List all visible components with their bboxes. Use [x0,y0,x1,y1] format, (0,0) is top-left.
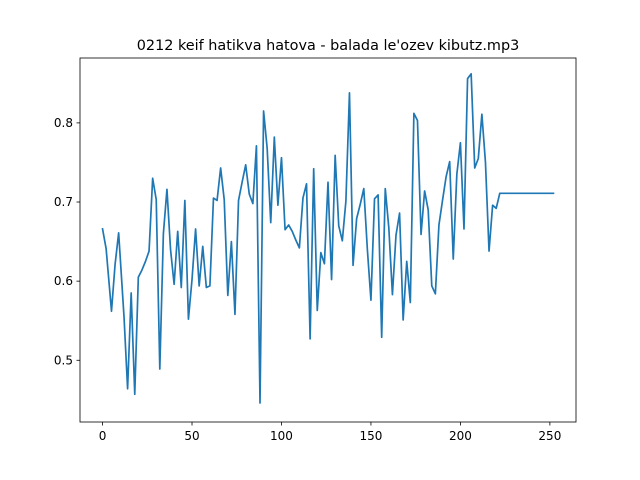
axes-frame [79,57,577,423]
x-tick-label: 200 [449,429,472,443]
y-tick-label: 0.7 [54,195,73,209]
x-axis: 0 50 100 150 200 250 [99,422,561,443]
chart-title: 0212 keif hatikva hatova - balada le'oze… [137,38,519,54]
series-line [101,72,555,404]
x-tick-label: 50 [184,429,199,443]
y-axis: 0.5 0.6 0.7 0.8 [54,116,80,367]
x-tick-label: 250 [538,429,561,443]
plot-area [101,72,555,404]
x-tick-label: 0 [99,429,107,443]
x-tick-label: 150 [359,429,382,443]
y-tick-label: 0.6 [54,274,73,288]
x-tick-label: 100 [270,429,293,443]
y-tick-label: 0.8 [54,116,73,130]
y-tick-label: 0.5 [54,353,73,367]
